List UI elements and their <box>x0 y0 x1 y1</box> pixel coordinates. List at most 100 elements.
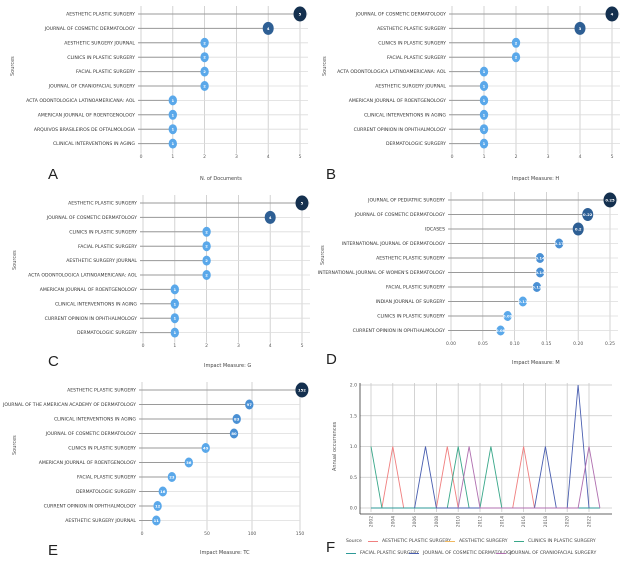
x-tick-label: 2008 <box>434 516 440 527</box>
data-label: 1 <box>483 69 486 74</box>
x-tick-label: 1 <box>483 154 486 160</box>
x-tick-label: 0.10 <box>510 341 520 347</box>
data-label: 2 <box>203 69 206 74</box>
data-label: 0.14 <box>535 270 545 275</box>
data-label: 16 <box>160 489 166 494</box>
data-point <box>605 6 619 22</box>
data-label: 1 <box>171 141 174 146</box>
x-tick-label: 2006 <box>412 516 418 527</box>
data-point <box>532 282 542 292</box>
data-point <box>200 81 209 91</box>
panel-C: 0 1 2 3 4 5 AESTHETIC PLASTIC SURGERY 5 JOURNAL … <box>0 190 320 375</box>
source-label: JOURNAL OF THE AMERICAN ACADEMY OF DERMA… <box>2 402 136 408</box>
data-label: 2 <box>515 40 518 45</box>
data-point <box>245 399 254 410</box>
data-point <box>479 138 489 149</box>
x-tick-label: 2018 <box>543 516 549 527</box>
data-label: 2 <box>203 55 206 60</box>
source-label: CURRENT OPINION IN OPHTHALMOLOGY <box>353 328 446 334</box>
source-label: ARQUIVOS BRASILEIROS DE OFTALMOLOGIA <box>34 127 136 133</box>
data-point <box>293 6 307 22</box>
x-tick-label: 3 <box>237 343 240 349</box>
data-point <box>170 313 179 324</box>
data-label: 0.2 <box>575 227 582 232</box>
x-tick-label: 2016 <box>521 516 527 527</box>
legend-item: JOURNAL OF COSMETIC DERMATOLOGY <box>409 551 513 556</box>
legend-item: JOURNAL OF CRANIOFACIAL SURGERY <box>496 551 596 556</box>
x-tick-label: 5 <box>611 154 614 160</box>
legend-swatch <box>445 541 455 542</box>
data-label: 0.17 <box>554 241 564 246</box>
data-point <box>200 66 209 77</box>
data-point <box>574 21 586 35</box>
y-axis-title: Sources <box>322 56 328 76</box>
legend-label: FACIAL PLASTIC SURGERY <box>360 551 419 556</box>
source-label: AESTHETIC PLASTIC SURGERY <box>68 201 137 207</box>
data-label: 3 <box>579 26 582 31</box>
source-label: AESTHETIC PLASTIC SURGERY <box>67 388 136 394</box>
data-point <box>264 210 276 224</box>
x-tick-label: 2004 <box>390 516 396 527</box>
legend-swatch <box>514 541 524 542</box>
data-point <box>582 208 594 221</box>
x-axis-title: Impact Measure: H <box>512 176 560 182</box>
data-point <box>232 414 241 424</box>
data-point <box>511 52 521 63</box>
x-tick-label: 2012 <box>478 516 484 527</box>
source-label: AMERICAN JOURNAL OF ROENTGENOLOGY <box>40 287 137 293</box>
x-tick-label: 0 <box>451 154 454 160</box>
source-label: FACIAL PLASTIC SURGERY <box>77 475 136 481</box>
source-label: AESTHETIC SURGERY JOURNAL <box>65 518 136 524</box>
x-tick-label: 5 <box>299 154 302 160</box>
legend-swatch <box>346 553 356 554</box>
x-tick-label: 0 <box>141 531 144 537</box>
x-axis-title: Impact Measure: M <box>512 360 560 366</box>
y-tick-label: 1.5 <box>350 413 357 419</box>
data-point <box>170 327 179 338</box>
x-tick-label: 50 <box>204 531 210 537</box>
data-label: 2 <box>203 40 206 45</box>
x-tick-label: 0.00 <box>446 341 456 347</box>
source-label: AESTHETIC SURGERY JOURNAL <box>66 258 137 264</box>
x-tick-label: 2 <box>203 154 206 160</box>
data-label: 4 <box>611 12 614 17</box>
data-label: 1 <box>171 112 174 117</box>
chart-E: 0 50 100 150 AESTHETIC PLASTIC SURGERY 152 JOU… <box>2 382 309 537</box>
source-label: CLINICS IN PLASTIC SURGERY <box>377 314 445 320</box>
data-point <box>229 428 239 439</box>
data-label: 1 <box>483 112 486 117</box>
data-point <box>295 382 309 398</box>
data-label: 1 <box>483 141 486 146</box>
panel-D: 0.00 0.05 0.10 0.15 0.20 0.25 JOURNAL OF PEDIA… <box>318 160 640 370</box>
x-tick-label: 100 <box>248 531 257 537</box>
data-label: 0.14 <box>535 256 545 261</box>
source-label: DERMATOLOGIC SURGERY <box>76 489 136 495</box>
data-point <box>511 37 521 48</box>
x-tick-label: 2010 <box>456 516 462 527</box>
source-label: AESTHETIC PLASTIC SURGERY <box>376 256 445 262</box>
x-tick-label: 2022 <box>587 516 593 527</box>
source-label: CLINICS IN PLASTIC SURGERY <box>68 446 136 452</box>
data-label: 2 <box>203 84 206 89</box>
source-label: ACTA ODONTOLOGICA LATINOAMERICANA: AOL <box>337 69 446 75</box>
data-point <box>535 267 545 278</box>
source-label: ACTA ODONTOLOGICA LATINOAMERICANA: AOL <box>26 98 135 104</box>
y-axis-title: Annual occurrences <box>332 421 338 471</box>
source-label: CURRENT OPINION IN OPHTHALMOLOGY <box>354 127 447 133</box>
legend-swatch <box>496 553 506 554</box>
x-tick-label: 4 <box>579 154 582 160</box>
source-label: JOURNAL OF COSMETIC DERMATOLOGY <box>355 12 446 18</box>
data-point <box>518 296 528 307</box>
legend-title: Source <box>346 539 362 544</box>
data-label: 1 <box>483 127 486 132</box>
data-label: 2 <box>205 244 208 249</box>
source-label: CLINICS IN PLASTIC SURGERY <box>69 229 137 235</box>
y-axis-title: Sources <box>12 435 18 455</box>
data-point <box>200 52 209 63</box>
data-point <box>168 109 177 120</box>
data-point <box>503 311 512 321</box>
x-tick-label: 2020 <box>565 516 571 527</box>
series-line <box>414 384 590 509</box>
source-label: JOURNAL OF COSMETIC DERMATOLOGY <box>45 431 136 437</box>
data-label: 12 <box>155 504 161 509</box>
